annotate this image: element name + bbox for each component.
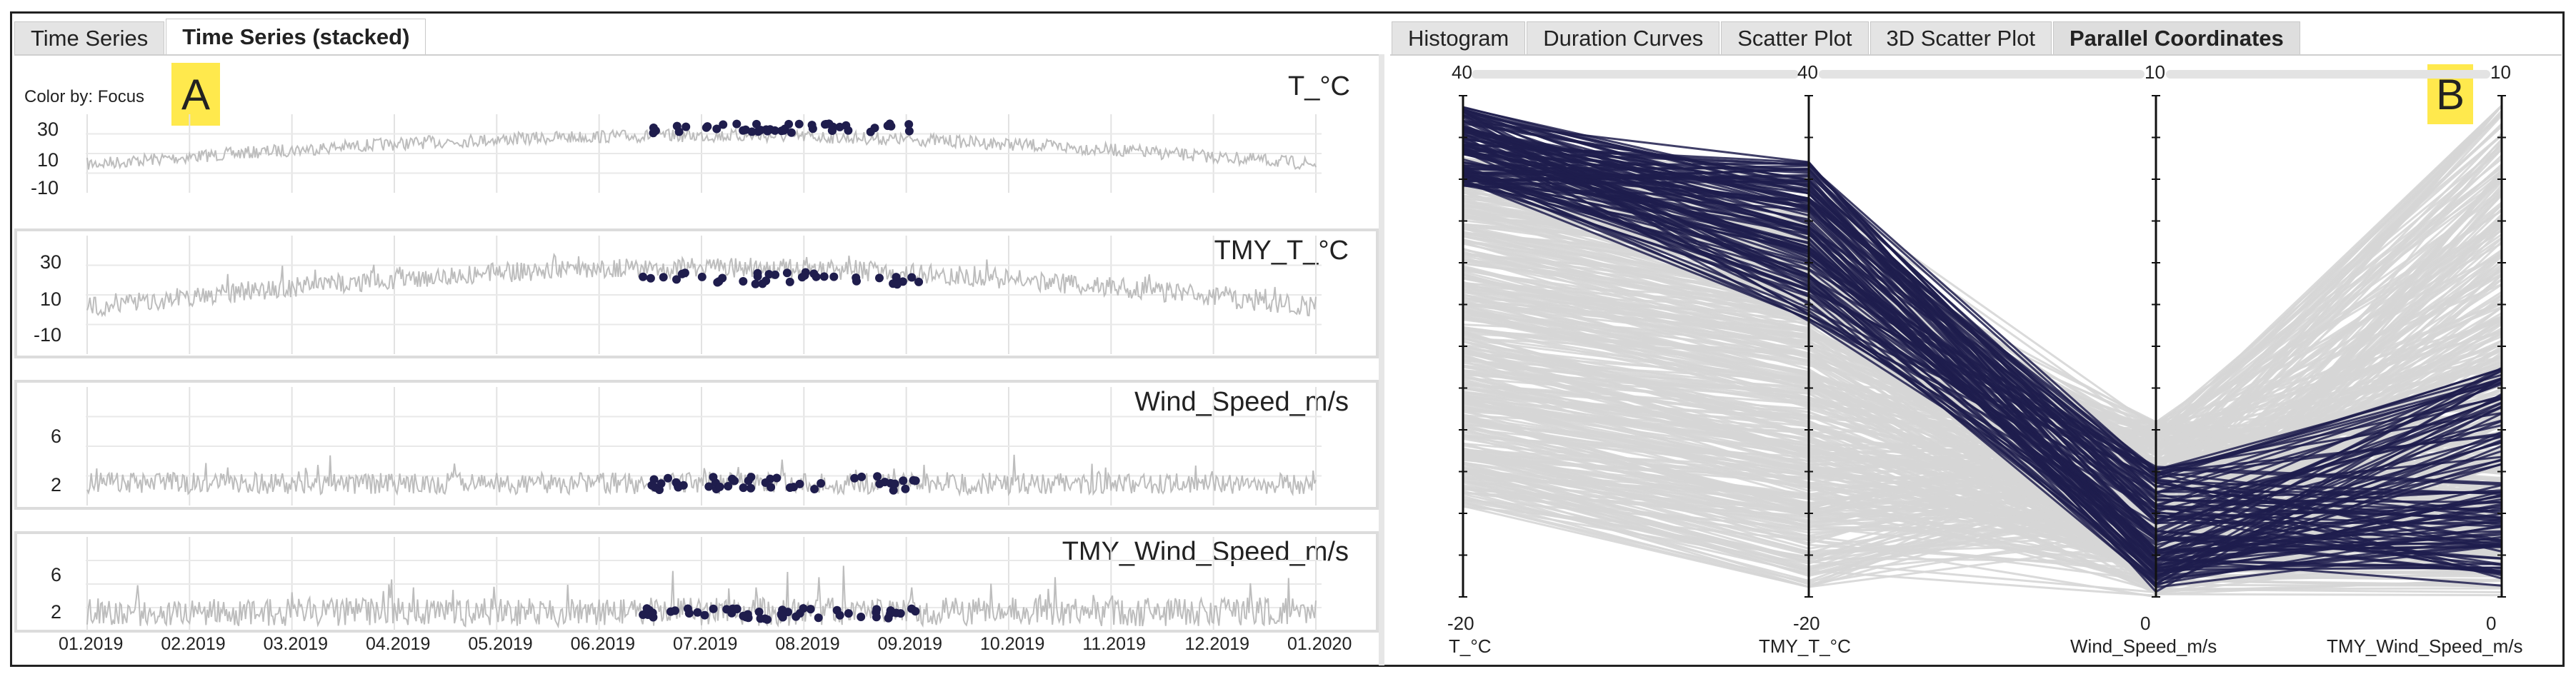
- x-tick-month: 07.2019: [673, 634, 738, 654]
- pc-axis-max: 10: [2145, 61, 2165, 83]
- right-tab-bar: Histogram Duration Curves Scatter Plot 3…: [1392, 19, 2302, 54]
- y-tick: 6: [50, 426, 61, 447]
- y-tick: -10: [33, 324, 61, 346]
- x-tick-month: 08.2019: [775, 634, 840, 654]
- y-tick: 10: [39, 288, 61, 310]
- color-by-label[interactable]: Color by: Focus: [24, 87, 145, 106]
- y-tick: 30: [36, 119, 59, 140]
- timeseries-plot-wind: Wind_Speed_m/s 6 2: [14, 380, 1379, 510]
- y-tick: 10: [36, 149, 59, 171]
- y-tick: 30: [39, 251, 61, 273]
- x-tick-month: 10.2019: [980, 634, 1045, 654]
- tab-time-series-stacked[interactable]: Time Series (stacked): [166, 19, 426, 54]
- timeseries-plot-tmy-t: TMY_T_°C 30 10 -10: [14, 228, 1379, 358]
- plot-title: T_°C: [1288, 71, 1350, 101]
- pc-axis-min: 0: [2140, 613, 2151, 634]
- pane-splitter[interactable]: [1379, 54, 1384, 665]
- pc-axis-min: -20: [1793, 613, 1820, 634]
- x-tick-month: 05.2019: [468, 634, 533, 654]
- y-tick: -10: [30, 177, 59, 198]
- right-pane-border: [1390, 54, 2562, 56]
- left-pane-border: [14, 54, 1379, 56]
- tab-parallel-coordinates[interactable]: Parallel Coordinates: [2052, 21, 2300, 54]
- panel-label-a: A: [171, 63, 220, 126]
- y-tick: 6: [50, 564, 61, 585]
- tab-time-series[interactable]: Time Series: [14, 21, 165, 54]
- x-tick-month: 06.2019: [570, 634, 636, 654]
- timeseries-chart-t[interactable]: [86, 114, 1364, 193]
- tab-duration-curves[interactable]: Duration Curves: [1527, 21, 1720, 54]
- pc-axis-name: TMY_Wind_Speed_m/s: [2327, 635, 2523, 657]
- x-tick-month: 02.2019: [161, 634, 226, 654]
- x-tick-month: 12.2019: [1184, 634, 1250, 654]
- tab-scatter-plot[interactable]: Scatter Plot: [1721, 21, 1869, 54]
- y-tick: 2: [50, 601, 61, 623]
- parallel-coordinates-chart[interactable]: [1393, 57, 2557, 664]
- plot-title: Wind_Speed_m/s: [1134, 387, 1349, 417]
- pc-axis-name: T_°C: [1449, 635, 1492, 657]
- pc-axis-min: 0: [2486, 613, 2497, 634]
- y-tick: 2: [50, 474, 61, 496]
- x-tick-month: 11.2019: [1082, 634, 1146, 654]
- x-tick-month: 01.2020: [1287, 634, 1352, 654]
- tab-histogram[interactable]: Histogram: [1392, 21, 1526, 54]
- x-tick-month: 03.2019: [263, 634, 329, 654]
- pc-axis-name: Wind_Speed_m/s: [2070, 635, 2217, 657]
- left-tab-bar: Time Series Time Series (stacked): [14, 19, 427, 54]
- x-tick-month: 04.2019: [366, 634, 431, 654]
- pc-axis-max: 10: [2490, 61, 2511, 83]
- timeseries-plot-tmy-wind: TMY_Wind_Speed_m/s 6 2: [14, 531, 1379, 633]
- timeseries-chart-wind[interactable]: [86, 387, 1364, 506]
- x-tick-month: 01.2019: [59, 634, 124, 654]
- timeseries-chart-tmy-t[interactable]: [86, 236, 1364, 354]
- pc-axis-max: 40: [1797, 61, 1818, 83]
- plot-title: TMY_T_°C: [1214, 236, 1349, 266]
- pc-axis-min: -20: [1447, 613, 1474, 634]
- timeseries-chart-tmy-wind[interactable]: [86, 537, 1364, 631]
- pc-axis-name: TMY_T_°C: [1759, 635, 1851, 657]
- tab-3d-scatter-plot[interactable]: 3D Scatter Plot: [1869, 21, 2052, 54]
- pc-axis-max: 40: [1452, 61, 1472, 83]
- x-tick-month: 09.2019: [877, 634, 943, 654]
- plot-title: TMY_Wind_Speed_m/s: [1062, 537, 1349, 567]
